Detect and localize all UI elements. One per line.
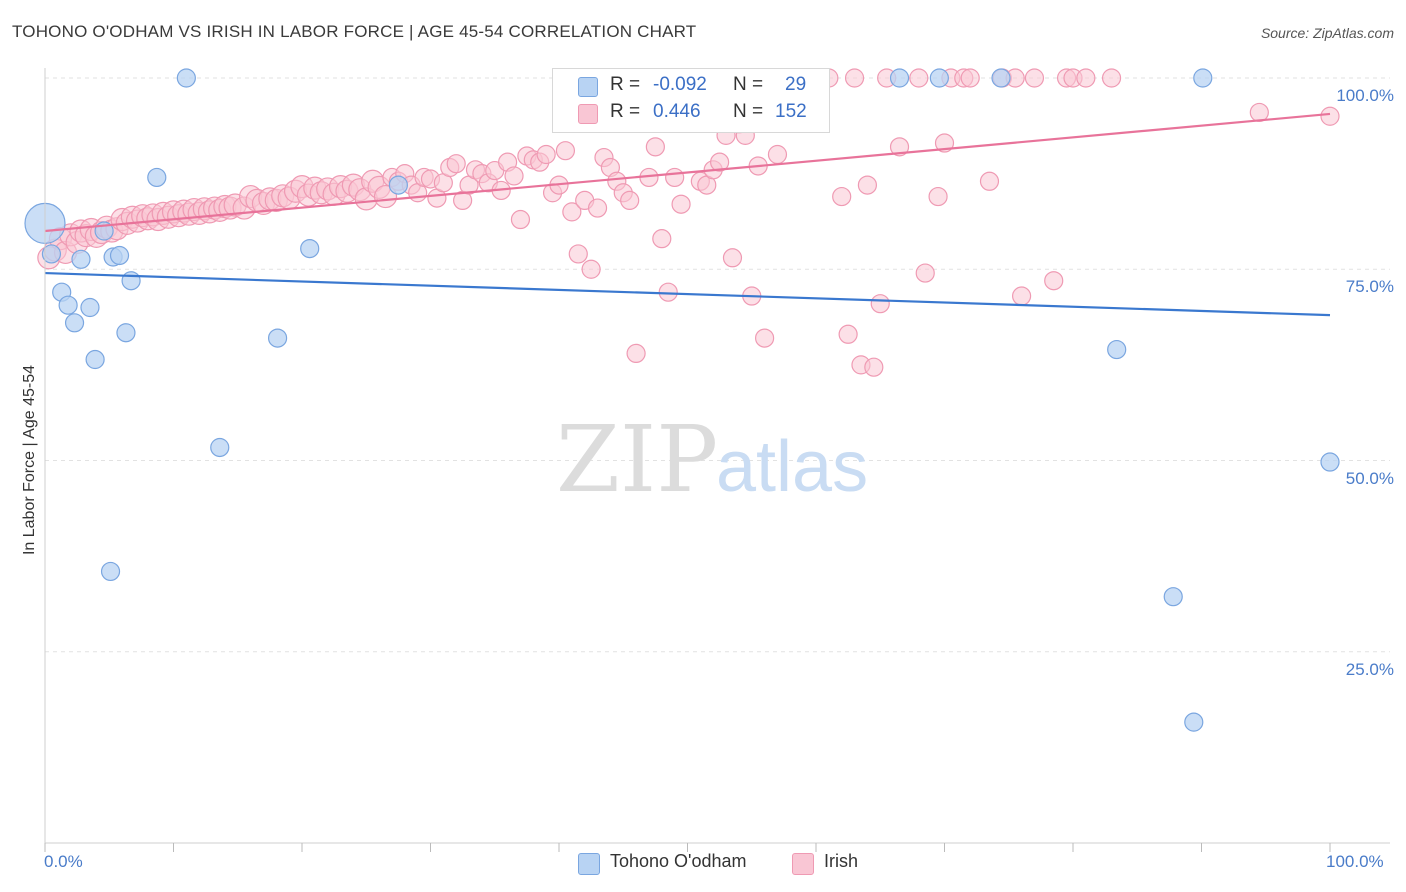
- trend-line-tohono: [44, 271, 1331, 317]
- y-tick-label-75: 75.0%: [1345, 277, 1394, 297]
- point-irish: [555, 141, 576, 161]
- point-tohono: [388, 175, 408, 195]
- x-tick-label-0: 0.0%: [44, 852, 83, 871]
- point-tohono: [64, 313, 85, 333]
- legend-row-tohono: R = -0.092 N = 29: [553, 74, 829, 100]
- point-irish: [562, 202, 582, 222]
- point-irish: [915, 263, 935, 283]
- x-tick-label-100: 100.0%: [1326, 852, 1384, 871]
- trend-line-irish: [44, 112, 1331, 233]
- point-irish: [767, 144, 788, 165]
- point-irish: [504, 166, 524, 186]
- point-irish: [581, 259, 601, 279]
- point-irish: [1011, 286, 1032, 306]
- y-tick-label-50: 50.0%: [1345, 468, 1394, 488]
- point-irish: [857, 175, 878, 195]
- point-tohono: [58, 295, 78, 315]
- point-irish: [838, 324, 858, 344]
- legend-n-label: N =: [733, 101, 764, 122]
- legend-n-label: N =: [733, 74, 764, 95]
- point-tohono: [116, 323, 136, 343]
- legend-r-label: R =: [610, 74, 641, 95]
- legend-row-irish: R = 0.446 N = 152: [553, 101, 829, 127]
- point-tohono: [889, 68, 910, 88]
- point-tohono: [176, 68, 196, 88]
- point-irish: [928, 186, 948, 207]
- point-irish: [754, 328, 775, 348]
- chart-title: TOHONO O'ODHAM VS IRISH IN LABOR FORCE |…: [12, 22, 697, 41]
- trend-lines: [44, 112, 1331, 317]
- point-tohono: [1193, 68, 1213, 88]
- point-tohono: [210, 437, 230, 458]
- point-irish: [645, 137, 665, 157]
- legend: R = -0.092 N = 29 R = 0.446 N = 152: [552, 68, 830, 133]
- point-irish: [832, 186, 852, 207]
- bottom-legend-irish: Irish: [824, 851, 859, 871]
- point-tohono: [267, 328, 288, 348]
- point-tohono: [991, 68, 1011, 88]
- watermark-zip: ZIP: [556, 406, 718, 513]
- point-irish: [446, 154, 466, 174]
- point-irish: [652, 229, 672, 249]
- axes: [44, 68, 1390, 852]
- point-irish: [722, 248, 743, 268]
- point-irish: [979, 171, 1000, 191]
- bottom-legend-swatch-irish: [792, 853, 814, 875]
- point-irish: [909, 68, 929, 88]
- point-tohono: [80, 297, 100, 318]
- point-tohono: [1184, 712, 1204, 732]
- watermark-atlas: atlas: [716, 427, 868, 507]
- legend-n-value: 29: [785, 74, 807, 95]
- point-tohono: [1107, 339, 1127, 360]
- point-irish: [1101, 68, 1122, 88]
- point-irish: [710, 152, 730, 172]
- y-tick-label-25: 25.0%: [1345, 659, 1394, 679]
- bottom-legend-tohono: Tohono O'odham: [610, 851, 747, 871]
- point-tohono: [85, 349, 105, 370]
- legend-swatch-tohono: [578, 77, 598, 97]
- point-irish: [1024, 68, 1045, 88]
- legend-r-value: 0.446: [653, 101, 701, 122]
- point-irish: [587, 198, 608, 218]
- point-irish: [568, 244, 588, 264]
- point-tohono: [41, 244, 62, 264]
- point-tohono: [100, 561, 121, 582]
- legend-r-label: R =: [610, 101, 641, 122]
- point-irish: [934, 133, 955, 153]
- bottom-legend-swatch-tohono: [578, 853, 600, 875]
- source-label: Source: ZipAtlas.com: [1260, 25, 1394, 41]
- y-tick-label-100: 100.0%: [1336, 86, 1394, 105]
- point-irish: [536, 144, 556, 165]
- legend-r-value: -0.092: [653, 74, 707, 95]
- point-irish: [1076, 68, 1096, 88]
- point-irish: [510, 209, 531, 230]
- legend-swatch-irish: [578, 104, 598, 124]
- point-irish: [1320, 106, 1340, 126]
- point-tohono: [929, 68, 949, 88]
- point-irish: [960, 68, 980, 88]
- point-irish: [889, 137, 910, 157]
- point-tohono: [71, 249, 91, 269]
- point-tohono: [109, 245, 130, 266]
- point-tohono: [147, 167, 167, 188]
- point-irish: [844, 68, 865, 88]
- legend-n-value: 152: [775, 101, 807, 122]
- point-irish: [665, 167, 685, 188]
- point-tohono: [121, 271, 141, 291]
- point-irish: [671, 194, 691, 214]
- point-tohono: [1320, 452, 1340, 472]
- point-irish: [864, 357, 884, 377]
- point-irish: [1044, 271, 1064, 291]
- point-tohono: [1163, 587, 1183, 607]
- point-irish: [870, 294, 890, 314]
- data-points: [24, 68, 1340, 732]
- point-tohono: [300, 238, 320, 259]
- point-irish: [620, 190, 640, 210]
- point-irish: [626, 343, 646, 363]
